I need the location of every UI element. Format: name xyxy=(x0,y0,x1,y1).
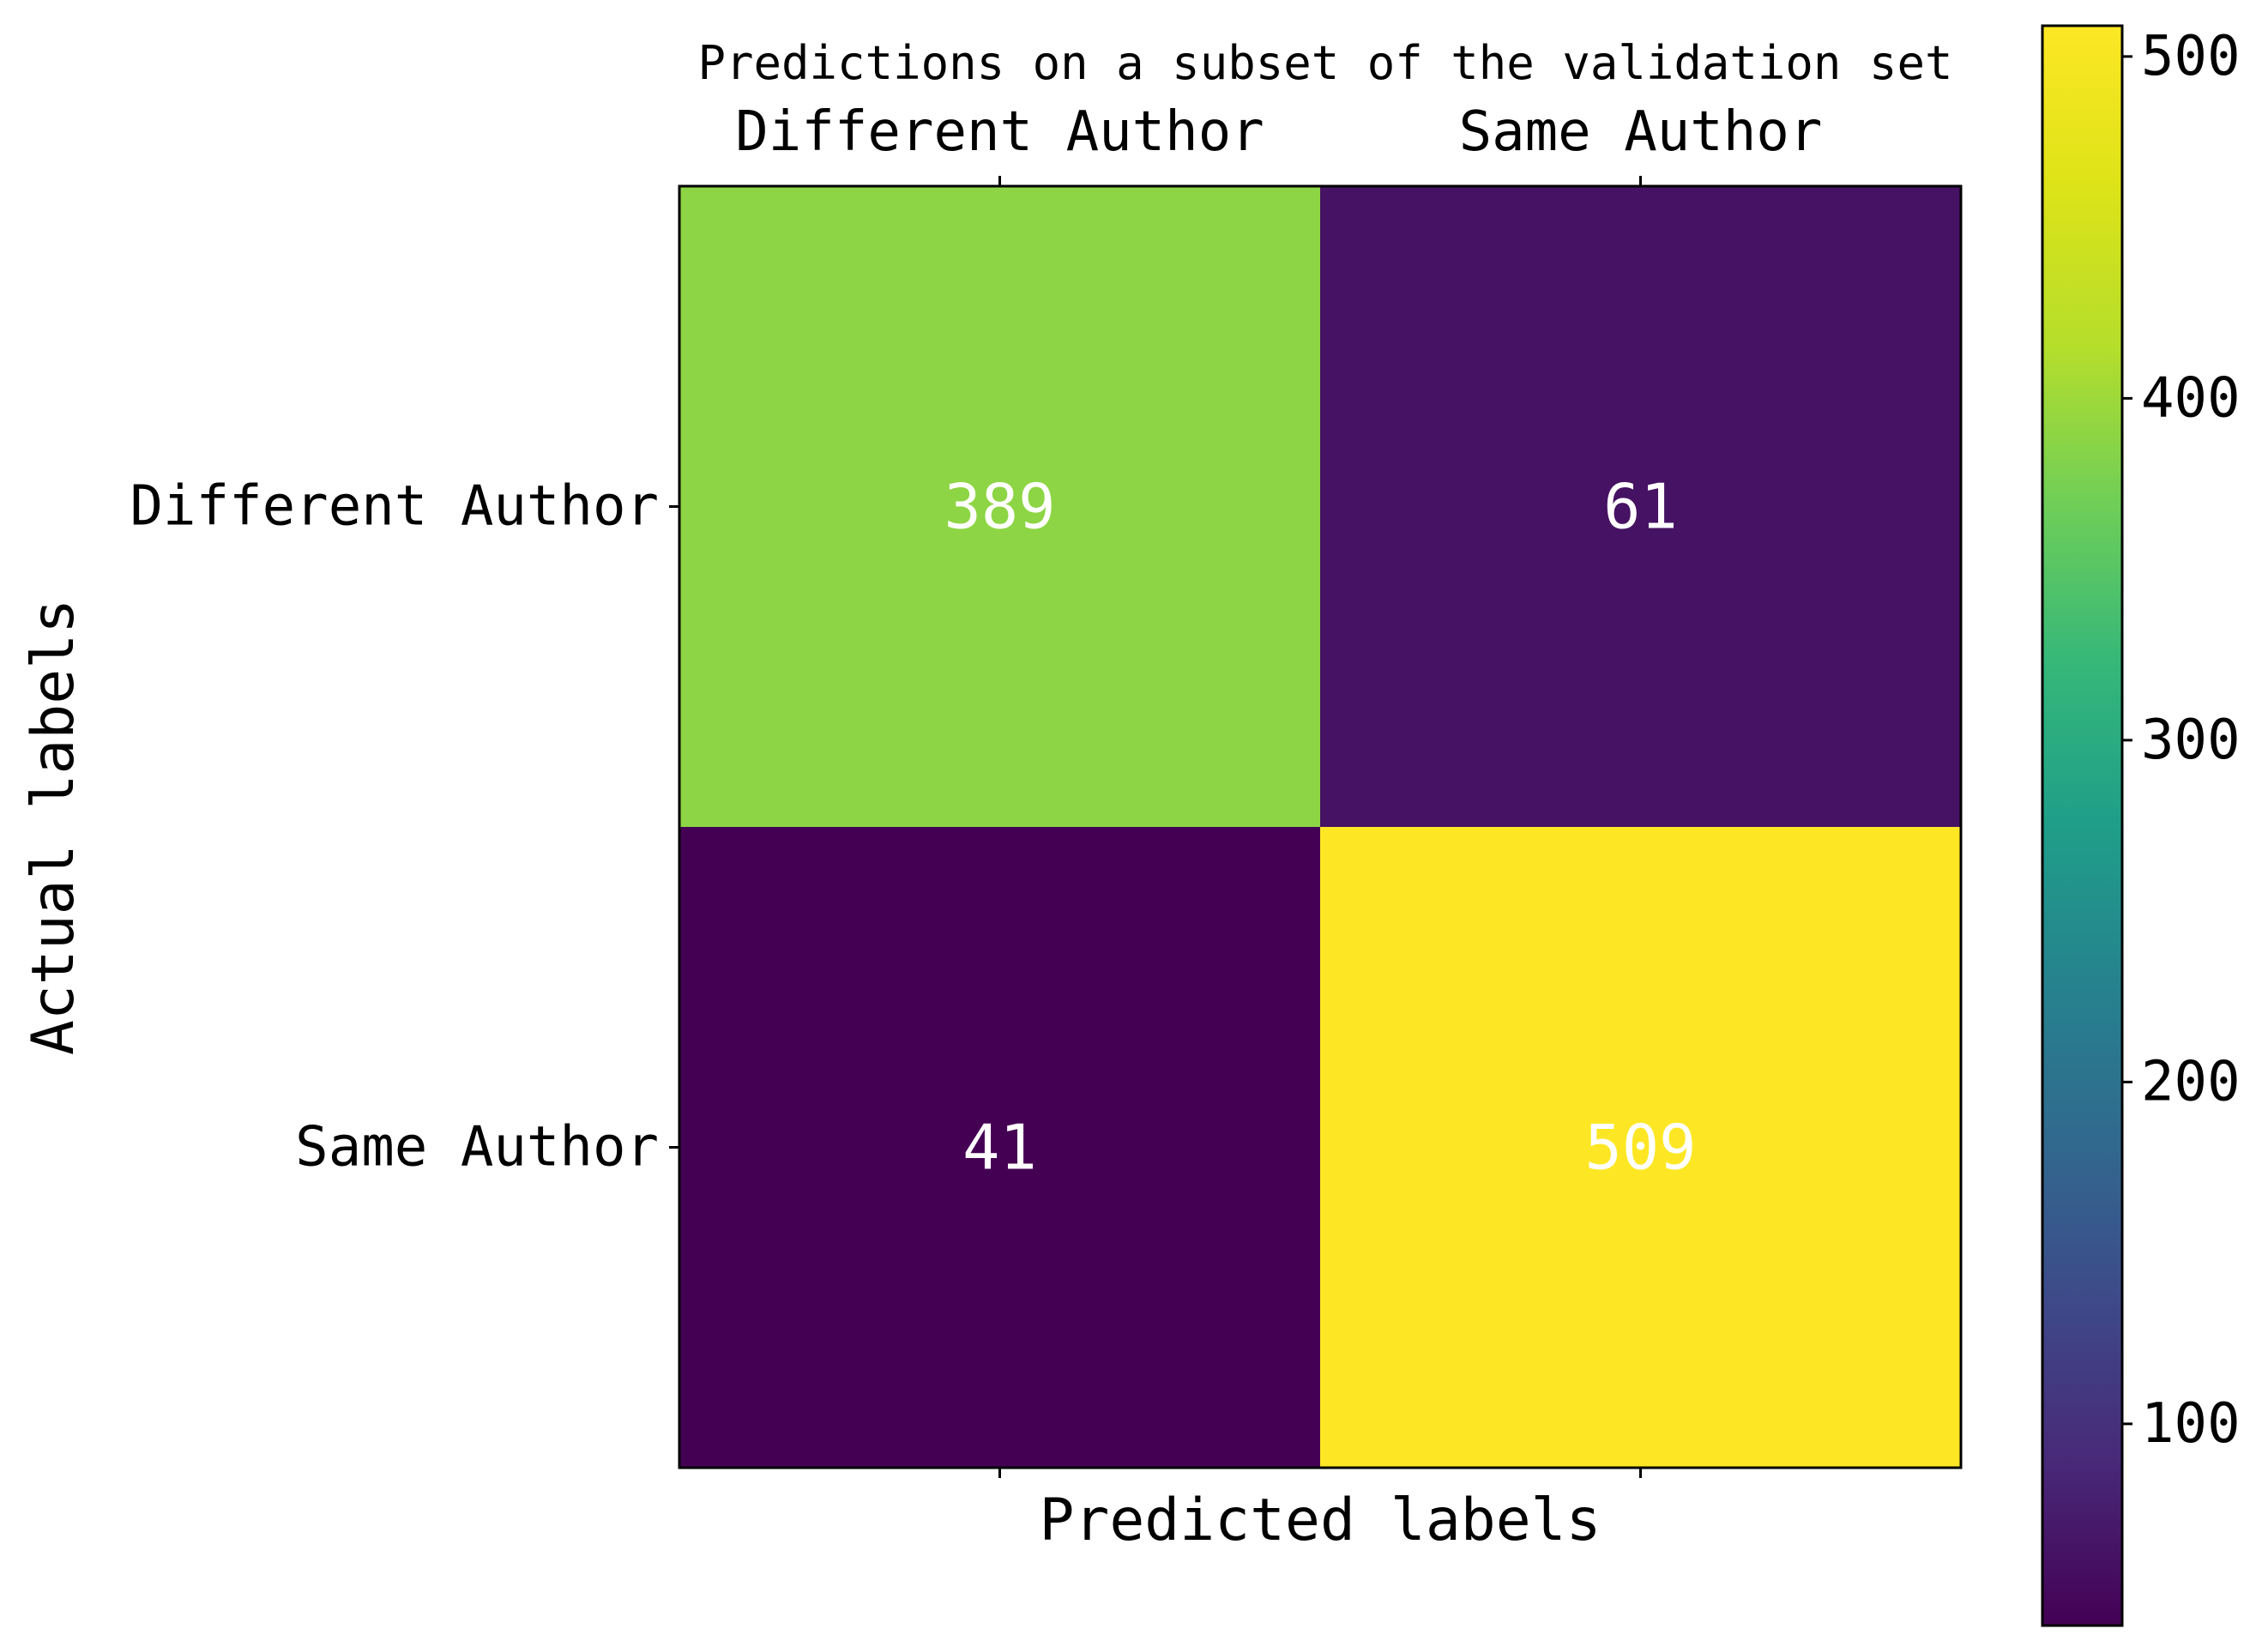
x-axis-ticks: Different Author Same Author xyxy=(735,100,1822,1478)
heatmap-cell-r0-c0 xyxy=(679,186,1320,827)
y-axis-ticks: Different Author Same Author xyxy=(130,475,679,1179)
colorbar-tick-label: 300 xyxy=(2141,709,2241,772)
colorbar-tick-label: 100 xyxy=(2141,1392,2241,1456)
colorbar-tick-label: 500 xyxy=(2141,25,2241,88)
x-tick-label: Different Author xyxy=(735,100,1264,164)
colorbar-ticks: 100 200 300 400 500 xyxy=(2122,25,2241,1456)
heatmap-cell-labels: 389 61 41 509 xyxy=(944,471,1696,1184)
x-tick-label: Same Author xyxy=(1459,100,1823,164)
heatmap-cells xyxy=(679,186,1961,1468)
plot-frame xyxy=(678,184,1963,1469)
cell-value-label: 41 xyxy=(962,1112,1037,1184)
colorbar-tick-label: 400 xyxy=(2141,366,2241,430)
y-tick-label: Different Author xyxy=(130,475,660,539)
colorbar xyxy=(2041,24,2124,1627)
heatmap-cell-r1-c1 xyxy=(1320,827,1961,1468)
x-axis-label: Predicted labels xyxy=(1039,1487,1601,1554)
cell-value-label: 61 xyxy=(1603,471,1678,543)
cell-value-label: 389 xyxy=(944,471,1055,543)
heatmap-cell-r1-c0 xyxy=(679,827,1320,1468)
cell-value-label: 509 xyxy=(1584,1112,1696,1184)
y-tick-label: Same Author xyxy=(295,1116,659,1179)
chart-title: Predictions on a subset of the validatio… xyxy=(698,36,1953,90)
heatmap-cell-r0-c1 xyxy=(1320,186,1961,827)
colorbar-tick-label: 200 xyxy=(2141,1050,2241,1113)
y-axis-label: Actual labels xyxy=(20,599,87,1055)
